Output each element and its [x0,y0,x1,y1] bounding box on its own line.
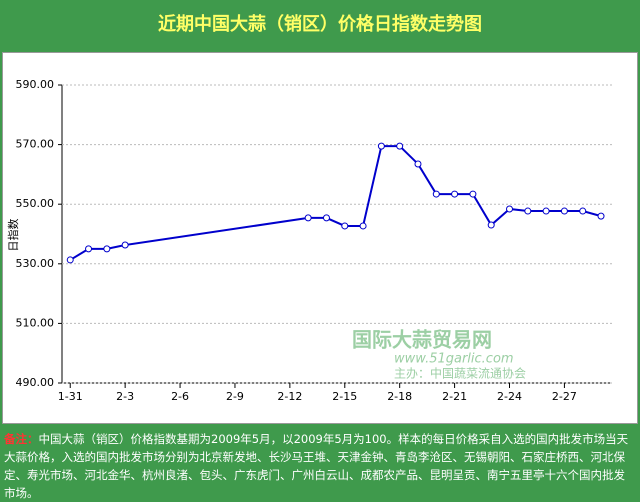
x-tick-label: 2-27 [552,390,577,403]
point [579,207,587,215]
y-tick-label: 490.00 [16,376,55,389]
point [487,221,495,229]
watermark-name: 国际大蒜贸易网 [352,328,492,352]
point [85,245,93,253]
point [560,207,568,215]
x-tick-label: 2-3 [116,390,134,403]
note-text: 中国大蒜（销区）价格指数基期为2009年5月，以2009年5月为100。样本的每… [4,432,629,500]
x-tick-label: 1-31 [58,390,83,403]
point [103,245,111,253]
y-tick-label: 530.00 [16,257,55,270]
frame [2,52,638,424]
note: 备注：中国大蒜（销区）价格指数基期为2009年5月，以2009年5月为100。样… [4,430,634,502]
point [432,190,440,198]
x-tick-label: 2-24 [497,390,522,403]
y-tick-label: 510.00 [16,316,55,329]
y-tick-label: 590.00 [16,78,55,91]
x-tick-label: 2-18 [387,390,412,403]
point [359,222,367,230]
point [341,222,349,230]
point [506,205,514,213]
x-tick-label: 2-15 [332,390,357,403]
title: 近期中国大蒜（销区）价格日指数走势图 [158,14,482,35]
point [414,160,422,168]
x-tick-label: 2-6 [171,390,189,403]
point [542,207,550,215]
chart: 国际大蒜贸易网 www.51garlic.com 主办：中国蔬菜流通协会 日指数… [2,52,638,424]
point [469,190,477,198]
note-label: 备注： [4,432,39,446]
y-axis-label: 日指数 [6,219,20,252]
point [121,241,129,249]
y-tick-label: 550.00 [16,197,55,210]
y-tick-label: 570.00 [16,138,55,151]
watermark-host: 主办：中国蔬菜流通协会 [394,366,526,381]
point [524,207,532,215]
point [377,142,385,150]
x-tick-label: 2-21 [442,390,467,403]
point [304,214,312,222]
point [597,212,605,220]
point [322,214,330,222]
point [396,142,404,150]
point [66,256,74,264]
watermark-url: www.51garlic.com [394,352,514,367]
x-tick-label: 2-9 [226,390,244,403]
chart-box: 国际大蒜贸易网 www.51garlic.com 主办：中国蔬菜流通协会 日指数… [2,52,638,424]
x-tick-label: 2-12 [277,390,302,403]
point [451,190,459,198]
